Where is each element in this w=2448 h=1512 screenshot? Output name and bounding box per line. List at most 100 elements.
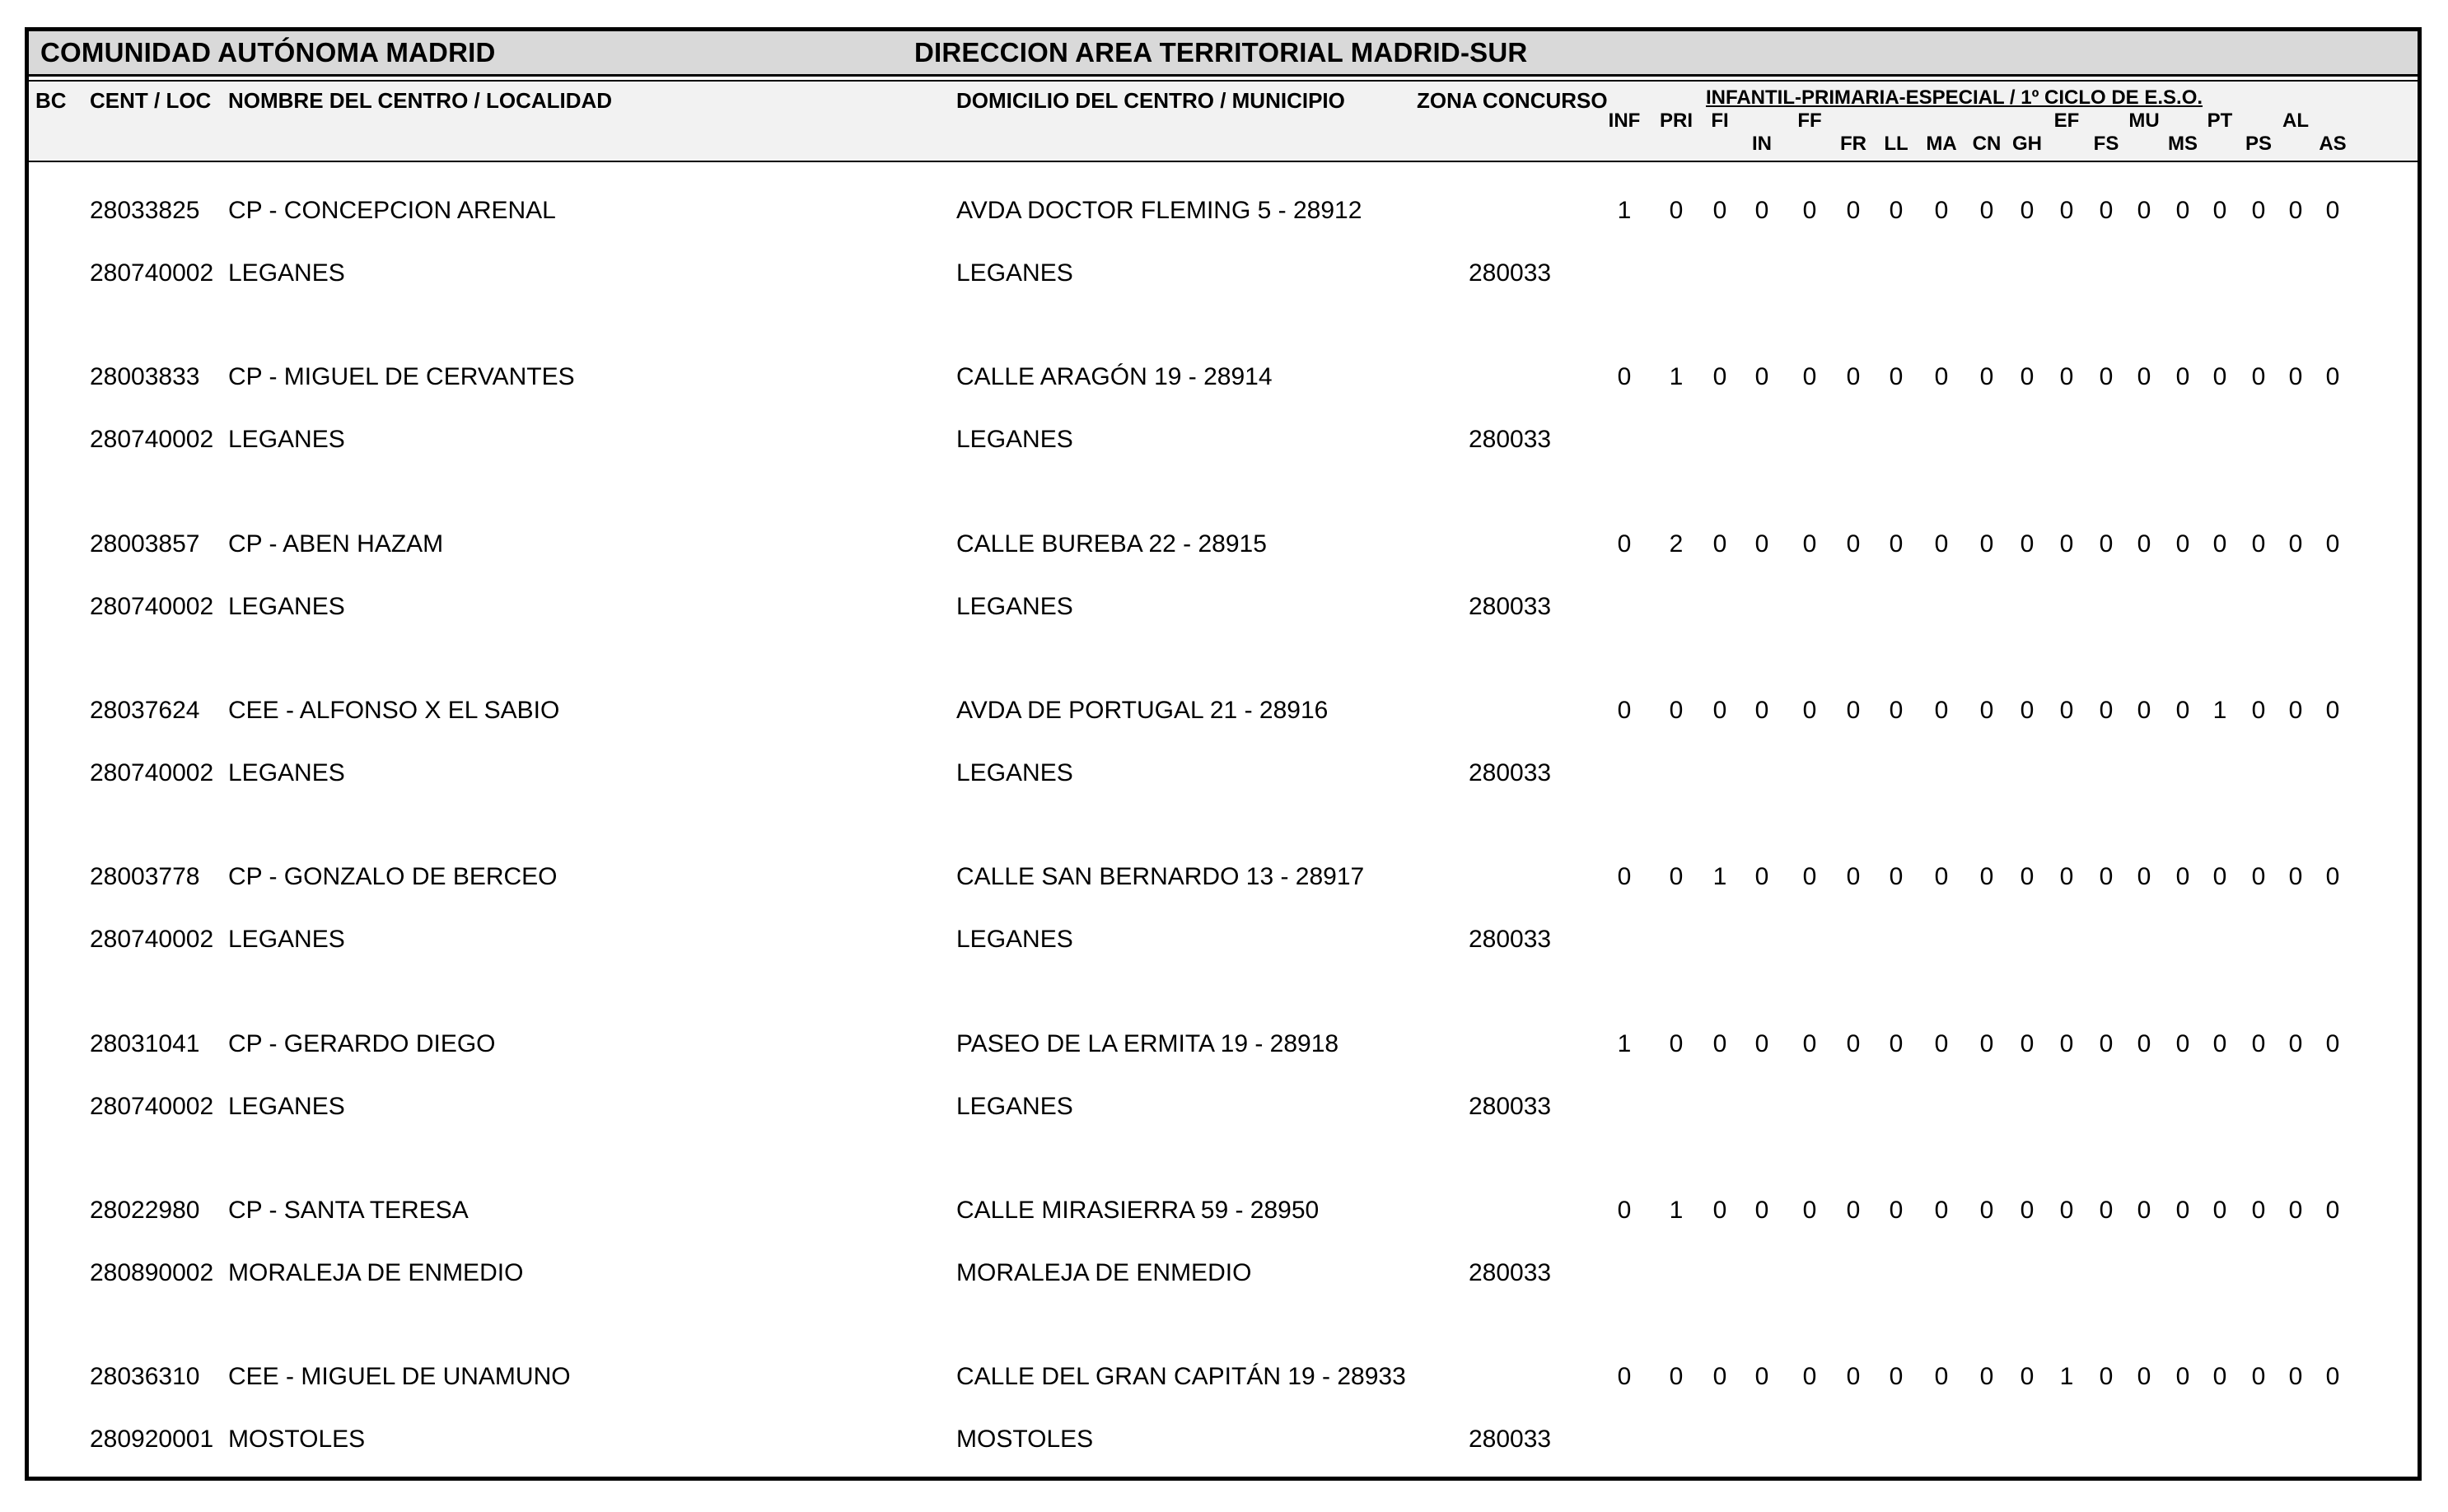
cell-loc-code: 280740002 xyxy=(90,259,214,287)
cell-locality: LEGANES xyxy=(228,1092,345,1120)
table-row: 28037624 CEE - ALFONSO X EL SABIO AVDA D… xyxy=(29,697,2418,804)
value-ps: 0 xyxy=(2251,1029,2266,1057)
cell-zona-concurso: 280033 xyxy=(1469,1258,1552,1286)
cell-municipality: LEGANES xyxy=(956,758,1073,786)
value-as: 0 xyxy=(2325,1363,2340,1391)
value-in: 0 xyxy=(1754,696,1769,724)
value-inf: 0 xyxy=(1617,863,1632,891)
subcol-header-pri: PRI xyxy=(1659,110,1693,132)
value-pri: 2 xyxy=(1669,530,1684,558)
cell-municipality: LEGANES xyxy=(956,926,1073,954)
table-row: 28031041 CP - GERARDO DIEGO PASEO DE LA … xyxy=(29,1030,2418,1137)
value-fi: 0 xyxy=(1712,197,1727,224)
value-ms: 0 xyxy=(2175,1029,2190,1057)
value-ff: 0 xyxy=(1802,1029,1817,1057)
value-inf: 0 xyxy=(1617,696,1632,724)
value-pt: 0 xyxy=(2212,1196,2227,1224)
cell-municipality: LEGANES xyxy=(956,426,1073,454)
cell-cent-code: 28022980 xyxy=(90,1196,200,1224)
value-fs: 0 xyxy=(2099,696,2114,724)
value-ll: 0 xyxy=(1889,363,1904,391)
value-ms: 0 xyxy=(2175,363,2190,391)
subcol-header-fi: FI xyxy=(1711,110,1729,132)
cell-center-name: CP - GONZALO DE BERCEO xyxy=(228,863,558,891)
value-ef: 0 xyxy=(2059,530,2074,558)
column-header-band: BC CENT / LOC NOMBRE DEL CENTRO / LOCALI… xyxy=(29,82,2418,162)
value-in: 0 xyxy=(1754,1196,1769,1224)
col-header-zona-concurso: ZONA CONCURSO xyxy=(1417,88,1608,113)
value-mu: 0 xyxy=(2137,1196,2151,1224)
cell-locality: LEGANES xyxy=(228,592,345,620)
value-fs: 0 xyxy=(2099,363,2114,391)
value-ff: 0 xyxy=(1802,863,1817,891)
cell-locality: LEGANES xyxy=(228,426,345,454)
cell-locality: MORALEJA DE ENMEDIO xyxy=(228,1258,524,1286)
value-fs: 0 xyxy=(2099,1363,2114,1391)
value-fi: 0 xyxy=(1712,1196,1727,1224)
subcol-header-ps: PS xyxy=(2245,133,2272,155)
value-mu: 0 xyxy=(2137,197,2151,224)
value-al: 0 xyxy=(2288,197,2303,224)
cell-zona-concurso: 280033 xyxy=(1469,259,1552,287)
value-inf: 1 xyxy=(1617,1029,1632,1057)
value-inf: 0 xyxy=(1617,1196,1632,1224)
cell-cent-code: 28003833 xyxy=(90,363,200,391)
value-ma: 0 xyxy=(1934,197,1949,224)
value-as: 0 xyxy=(2325,1196,2340,1224)
value-ma: 0 xyxy=(1934,530,1949,558)
table-row: 28036310 CEE - MIGUEL DE UNAMUNO CALLE D… xyxy=(29,1363,2418,1468)
value-ps: 0 xyxy=(2251,363,2266,391)
value-ma: 0 xyxy=(1934,696,1949,724)
value-ef: 0 xyxy=(2059,1196,2074,1224)
value-ff: 0 xyxy=(1802,363,1817,391)
value-mu: 0 xyxy=(2137,1363,2151,1391)
value-ll: 0 xyxy=(1889,696,1904,724)
value-ps: 0 xyxy=(2251,530,2266,558)
value-gh: 0 xyxy=(2020,1363,2035,1391)
value-cn: 0 xyxy=(1979,1363,1994,1391)
value-pt: 0 xyxy=(2212,863,2227,891)
subcol-header-mu: MU xyxy=(2128,110,2160,132)
table-row: 28003778 CP - GONZALO DE BERCEO CALLE SA… xyxy=(29,863,2418,970)
value-ff: 0 xyxy=(1802,197,1817,224)
value-fi: 0 xyxy=(1712,696,1727,724)
value-in: 0 xyxy=(1754,1029,1769,1057)
value-inf: 1 xyxy=(1617,197,1632,224)
value-ef: 0 xyxy=(2059,696,2074,724)
value-fr: 0 xyxy=(1846,363,1861,391)
value-fi: 0 xyxy=(1712,530,1727,558)
value-gh: 0 xyxy=(2020,1196,2035,1224)
value-ms: 0 xyxy=(2175,696,2190,724)
value-inf: 0 xyxy=(1617,1363,1632,1391)
value-mu: 0 xyxy=(2137,696,2151,724)
cell-zona-concurso: 280033 xyxy=(1469,1426,1552,1454)
value-as: 0 xyxy=(2325,363,2340,391)
value-ps: 0 xyxy=(2251,1363,2266,1391)
value-al: 0 xyxy=(2288,863,2303,891)
value-as: 0 xyxy=(2325,530,2340,558)
subcol-header-in: IN xyxy=(1752,133,1772,155)
value-as: 0 xyxy=(2325,696,2340,724)
value-cn: 0 xyxy=(1979,696,1994,724)
subcol-header-as: AS xyxy=(2319,133,2347,155)
cell-cent-code: 28003857 xyxy=(90,530,200,558)
value-fr: 0 xyxy=(1846,1363,1861,1391)
subcol-header-ms: MS xyxy=(2168,133,2198,155)
value-mu: 0 xyxy=(2137,530,2151,558)
value-in: 0 xyxy=(1754,1363,1769,1391)
value-ff: 0 xyxy=(1802,696,1817,724)
cell-cent-code: 28037624 xyxy=(90,696,200,724)
value-ll: 0 xyxy=(1889,863,1904,891)
value-cn: 0 xyxy=(1979,1029,1994,1057)
cell-address: PASEO DE LA ERMITA 19 - 28918 xyxy=(956,1029,1339,1057)
cell-cent-code: 28036310 xyxy=(90,1363,200,1391)
value-fr: 0 xyxy=(1846,197,1861,224)
value-pri: 0 xyxy=(1669,1363,1684,1391)
cell-loc-code: 280890002 xyxy=(90,1258,214,1286)
value-ms: 0 xyxy=(2175,863,2190,891)
cell-address: CALLE DEL GRAN CAPITÁN 19 - 28933 xyxy=(956,1363,1406,1391)
value-al: 0 xyxy=(2288,1196,2303,1224)
value-ma: 0 xyxy=(1934,1029,1949,1057)
value-pt: 0 xyxy=(2212,530,2227,558)
value-in: 0 xyxy=(1754,530,1769,558)
